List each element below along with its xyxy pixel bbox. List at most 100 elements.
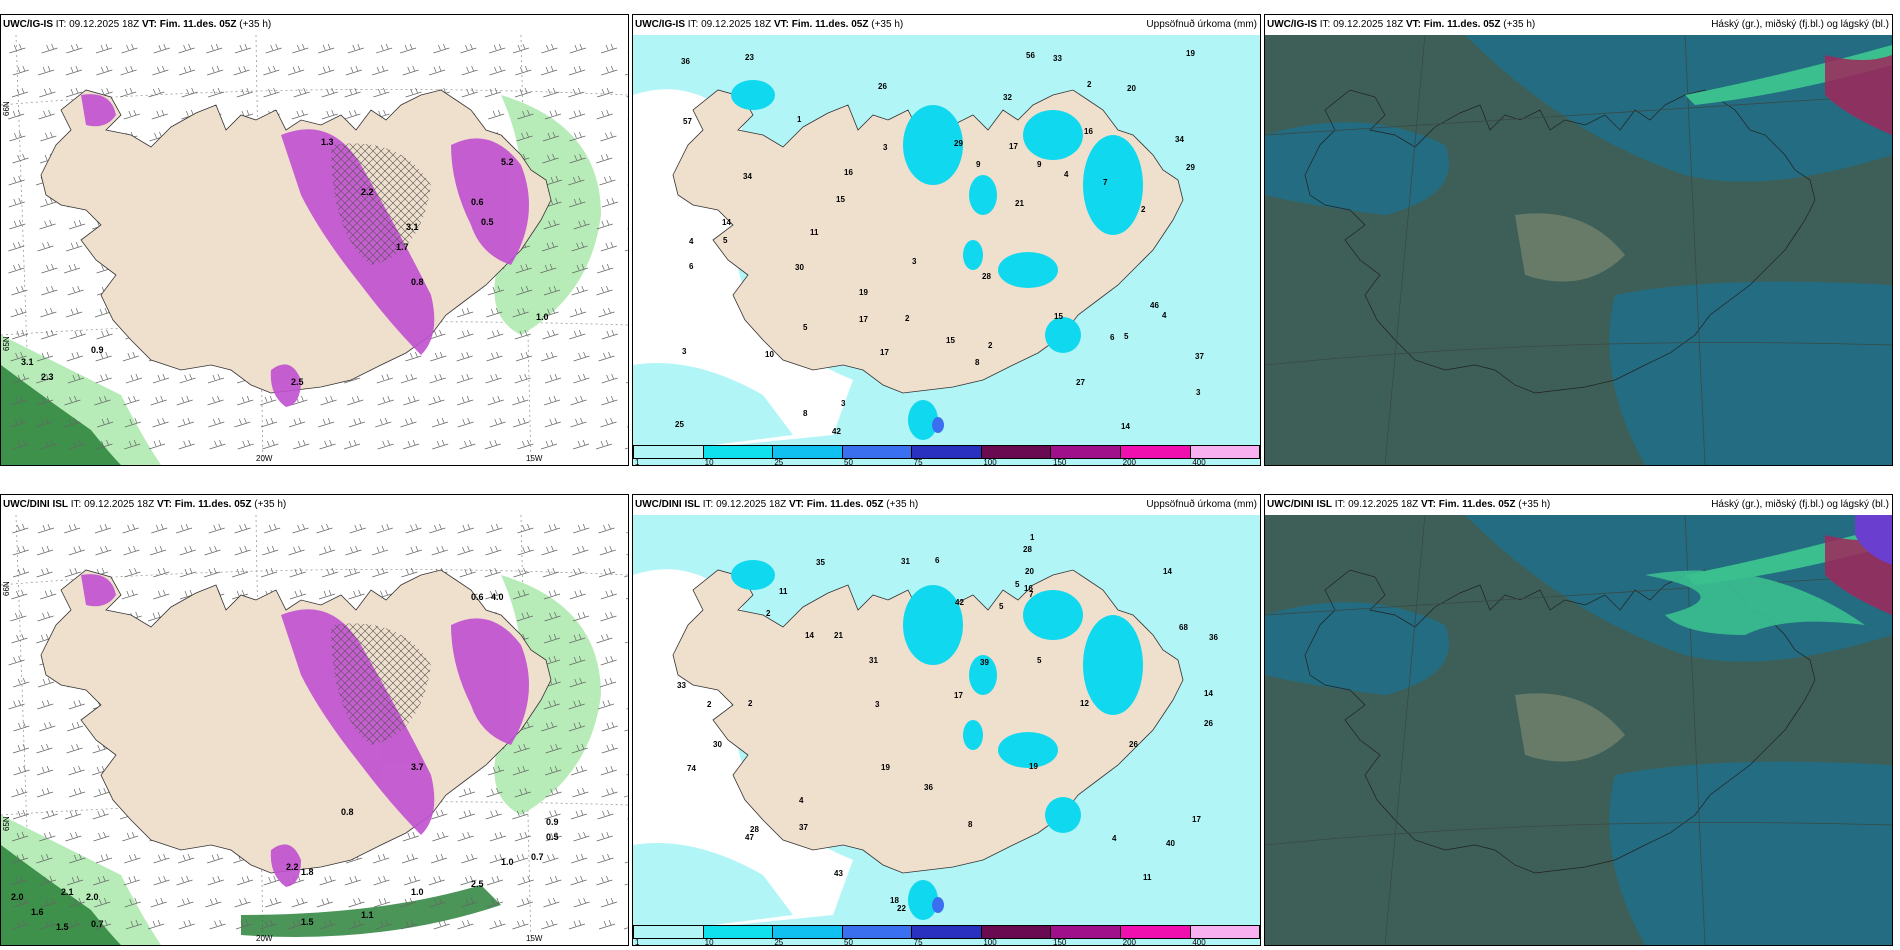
accum-value-label: 8 [975,358,980,367]
accum-value-label: 6 [935,556,940,565]
precip-value-label: 2.2 [361,187,374,197]
colorbar-tick: 1 [635,458,640,466]
lead-time: (+35 h) [254,499,287,510]
accum-value-label: 14 [805,631,814,640]
accum-value-label: 37 [1195,352,1204,361]
init-time: 09.12.2025 18Z [1348,499,1419,510]
accum-value-label: 26 [1204,719,1213,728]
accum-value-label: 16 [1024,584,1033,593]
model-name: UWC/DINI ISL [635,499,700,510]
precip-value-label: 0.5 [481,217,494,227]
accum-value-label: 42 [955,598,964,607]
accum-value-label: 33 [1053,54,1062,63]
map-accumulated-precip: 4 4 3 3 2 2 37 34 15 4 2 17 10 28 19 14 26 29 25 17 8 5 21 20 23… [633,35,1260,465]
precip-value-label: 1.0 [411,887,424,897]
lat-label: 65N [2,336,11,351]
precip-value-label: 4.0 [491,592,504,602]
high-cloud-core [1855,515,1892,565]
precip-value-label: 0.8 [411,277,424,287]
accum-value-label: 36 [1209,633,1218,642]
accum-value-label: 5 [1124,332,1129,341]
accum-value-label: 32 [1003,93,1012,102]
colorbar-swatch [1051,926,1121,938]
precip-value-label: 0.7 [531,852,544,862]
lon-label: 20W [256,454,273,463]
precip-value-label: 3.7 [411,762,424,772]
accum-value-label: 28 [1023,545,1032,554]
colorbar-cells [633,925,1260,939]
accum-value-label: 21 [1015,199,1024,208]
accum-value-label: 11 [779,587,788,596]
accum-value-label: 3 [682,347,687,356]
panel-title: Uppsöfnuð úrkoma (mm) [1146,19,1257,30]
mixed-precip-hatch [331,623,431,745]
precip-value-label: 1.7 [396,242,409,252]
accum-value-label: 2 [707,700,712,709]
model-name: UWC/IG-IS [1267,19,1317,30]
panel-header: UWC/DINI ISL IT: 09.12.2025 18Z VT: Fim.… [1265,495,1892,515]
precip-colorbar: 1 10 25 50 75 100 150 200 400 [633,925,1260,945]
map-accumulated-precip: 4 5 5 5 3 4 43 26 11 16 22 28 36 31 17 19 11 7 26 30 39 21 19 7… [633,515,1260,945]
mid-cloud-patch [1515,693,1625,762]
colorbar-swatch [981,926,1052,938]
iceland-land [672,89,1184,394]
colorbar-swatch [912,926,982,938]
accum-value-label: 39 [980,658,989,667]
panel-title: Uppsöfnuð úrkoma (mm) [1146,499,1257,510]
colorbar-swatch [634,446,704,458]
cloud-svg [1265,35,1892,465]
accum-value-label: 19 [859,288,868,297]
accum-value-label: 57 [683,117,692,126]
valid-time: Fim. 11.des. 05Z [174,499,252,510]
model-name: UWC/IG-IS [635,19,685,30]
accum-value-label: 28 [750,825,759,834]
accum-value-label: 36 [924,783,933,792]
precip-type-svg: 20W 15W 66N 65N 2.0 1.6 1.5 2.1 2.0 0.7 1.5 1.1 1.0 2… [1,515,628,945]
colorbar-swatch [773,446,843,458]
model-name: UWC/DINI ISL [1267,499,1332,510]
colorbar-tick: 100 [983,458,997,466]
precip-value-label: 5.2 [501,157,514,167]
colorbar-tick: 10 [704,458,714,466]
init-time: 09.12.2025 18Z [701,19,772,30]
accum-value-label: 12 [1080,699,1089,708]
precip-value-label: 3.1 [406,222,419,232]
colorbar-swatch [1190,926,1260,938]
model-name: UWC/IG-IS [3,19,53,30]
precip-value-label: 0.6 [471,592,484,602]
precip-value-label: 2.1 [61,887,74,897]
valid-time: Fim. 11.des. 05Z [1423,19,1501,30]
lead-time: (+35 h) [886,499,919,510]
panel-title: Háský (gr.), miðský (fj.bl.) og lágský (… [1711,19,1889,30]
accum-value-label: 31 [869,656,878,665]
colorbar-tick: 150 [1053,458,1067,466]
accum-value-label: 5 [999,602,1004,611]
precip-value-label: 0.5 [546,832,559,842]
accum-value-label: 26 [878,82,887,91]
accum-value-label: 29 [954,139,963,148]
accum-value-label: 4 [799,796,804,805]
accum-value-label: 14 [1121,422,1130,431]
panel-2: UWC/IG-IS IT: 09.12.2025 18Z VT: Fim. 11… [632,14,1261,466]
precip-value-label: 0.9 [546,817,559,827]
accum-value-label: 14 [1163,567,1172,576]
precip-value-label: 0.7 [91,919,104,929]
mixed-precip-hatch [331,143,431,265]
mid-cloud-field [1265,35,1892,465]
accum-value-label: 15 [836,195,845,204]
accum-value-label: 19 [881,763,890,772]
panel-5: UWC/DINI ISL IT: 09.12.2025 18Z VT: Fim.… [632,494,1261,946]
accum-value-label: 21 [834,631,843,640]
mid-cloud-patch [1515,213,1625,282]
lon-label: 15W [526,934,543,943]
lat-label: 65N [2,816,11,831]
accum-value-label: 28 [982,272,991,281]
precip-value-label: 2.0 [11,892,24,902]
panel-3: UWC/IG-IS IT: 09.12.2025 18Z VT: Fim. 11… [1264,14,1893,466]
accum-value-label: 29 [1186,163,1195,172]
precip-type-svg: 20W 15W 66N 65N 3.1 2.3 0.9 1.0 2.2 3.1 1.7 0.8 1.3 0… [1,35,628,465]
panel-1: UWC/IG-IS IT: 09.12.2025 18Z VT: Fim. 11… [0,14,629,466]
lon-label: 20W [256,934,273,943]
colorbar-tick: 75 [913,458,923,466]
